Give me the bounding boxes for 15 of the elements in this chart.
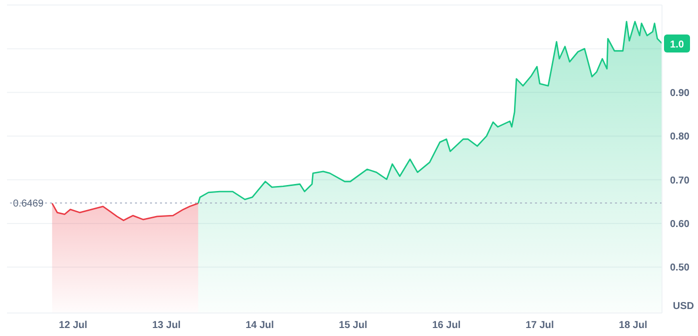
y-tick-label: 0.70 [670,175,690,186]
y-tick-label: 0.80 [670,132,690,143]
annotation: 1.0 [670,39,684,50]
x-tick-label: 16 Jul [432,320,461,332]
y-tick-label: 0.60 [670,218,690,230]
y-tick-label: 0.90 [670,88,690,99]
y-tick-label: 0.50 [670,262,690,274]
x-tick-label: 14 Jul [246,320,274,332]
x-tick-label: 15 Jul [338,320,368,332]
y-axis-title: USD [672,301,694,312]
ref-line-label: 0.6469 [13,198,44,210]
x-tick-label: 12 Jul [58,320,88,332]
x-tick-label: 13 Jul [152,320,181,332]
x-tick-label: 17 Jul [526,320,554,332]
x-tick-label: 18 Jul [618,320,648,332]
